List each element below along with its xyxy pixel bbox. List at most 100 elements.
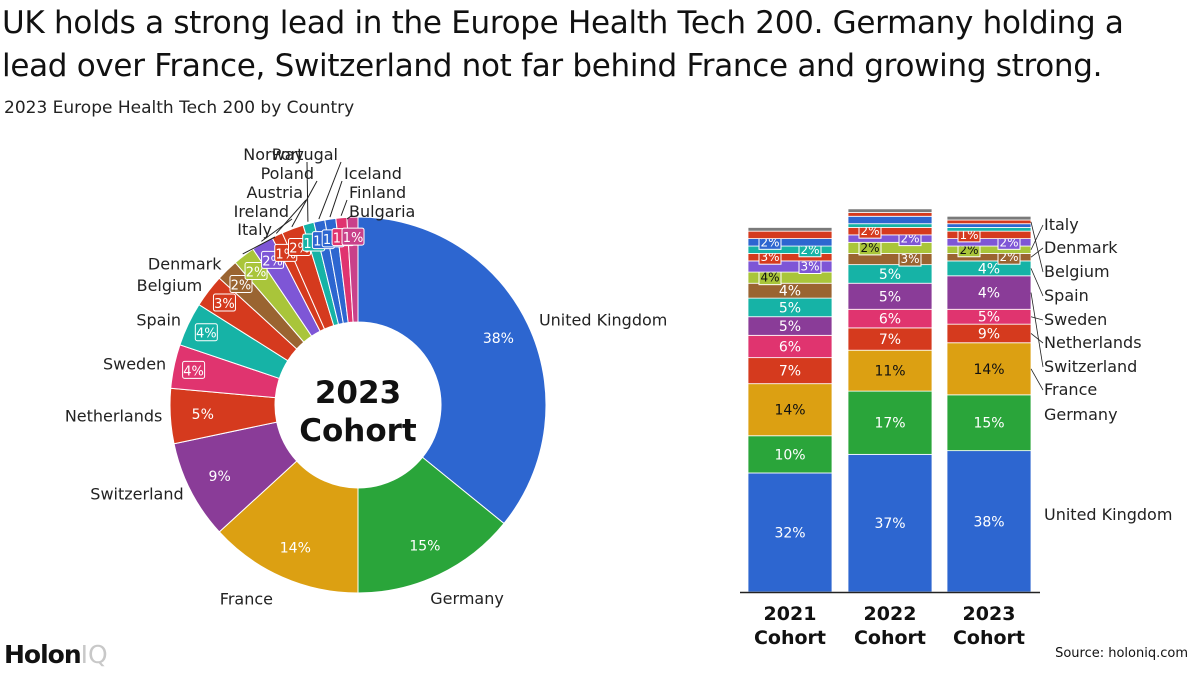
svg-text:2%: 2% xyxy=(860,241,879,255)
pie-category-label-portugal: Portugal xyxy=(272,145,338,164)
bar-value-label-2022-sweden: 6% xyxy=(879,312,901,328)
pie-category-label-switzerland: Switzerland xyxy=(90,484,183,503)
bar-value-label-2021-ireland: 3% xyxy=(798,258,822,274)
pie-category-label-finland: Finland xyxy=(349,183,406,202)
legend-label-switzerland: Switzerland xyxy=(1044,357,1137,376)
pie-category-label-netherlands: Netherlands xyxy=(65,407,163,426)
bar-value-label-2022-italy: 2% xyxy=(858,239,882,256)
donut-center-cohort: Cohort xyxy=(299,413,417,449)
pie-value-label-germany: 15% xyxy=(409,538,440,554)
holoniq-logo: HolonIQ xyxy=(4,640,108,669)
svg-text:4%: 4% xyxy=(196,327,217,342)
bar-value-label-2022-united-kingdom: 37% xyxy=(874,516,905,532)
pie-value-label-sweden: 4% xyxy=(182,360,206,379)
pie-category-label-ireland: Ireland xyxy=(234,202,289,221)
pie-category-label-belgium: Belgium xyxy=(137,276,203,295)
bar-value-label-2022-netherlands: 7% xyxy=(879,332,901,348)
logo-brand: Holon xyxy=(4,640,82,669)
bar-value-label-2023-germany: 15% xyxy=(973,416,1004,432)
bar-value-label-2021-germany: 10% xyxy=(774,447,805,463)
bar-value-label-2021-switzerland: 5% xyxy=(779,319,801,335)
pie-category-label-norway: Norway xyxy=(243,145,304,164)
bar-segment-2021-belgium xyxy=(747,230,833,239)
donut-chart: 38%15%14%9%5%4%4%3%2%2%2%1%2%1%1%1%1%1%U… xyxy=(65,145,668,608)
bar-value-label-2021-spain: 5% xyxy=(779,300,801,316)
pie-category-label-austria: Austria xyxy=(246,183,303,202)
bar-value-label-2022-france: 11% xyxy=(874,364,905,380)
pie-value-label-netherlands: 5% xyxy=(192,407,214,423)
svg-text:2%: 2% xyxy=(231,278,252,293)
bar-value-label-2022-spain: 5% xyxy=(879,267,901,283)
bar-segment-2023-france xyxy=(946,342,1032,396)
bar-value-label-2021-sweden: 6% xyxy=(779,339,801,355)
bar-segment-2022-germany xyxy=(847,390,933,455)
pie-category-label-spain: Spain xyxy=(136,311,181,330)
donut-center-year: 2023 xyxy=(315,375,401,411)
bar-segment-2021-united-kingdom xyxy=(747,472,833,593)
bar-value-label-2021-united-kingdom: 32% xyxy=(774,525,805,541)
pie-category-label-germany: Germany xyxy=(430,589,504,608)
legend-label-france: France xyxy=(1044,380,1097,399)
bar-segment-2021-other xyxy=(747,227,833,232)
pie-value-label-bulgaria: 1% xyxy=(341,227,365,246)
bar-segment-2022-other xyxy=(847,208,933,213)
bar-category-label-2021-year: 2021 xyxy=(764,603,817,625)
legend-label-germany: Germany xyxy=(1044,405,1118,424)
pie-value-label-spain: 4% xyxy=(194,323,218,342)
bar-segment-2021-germany xyxy=(747,435,833,474)
svg-text:1%: 1% xyxy=(343,231,364,246)
bar-value-label-2023-france: 14% xyxy=(973,362,1004,378)
pie-slice-germany xyxy=(357,456,505,594)
svg-text:2%: 2% xyxy=(246,265,267,280)
legend-label-netherlands: Netherlands xyxy=(1044,333,1142,352)
bar-segment-2022-norway xyxy=(847,223,933,228)
pie-category-label-sweden: Sweden xyxy=(103,355,166,374)
bar-segment-2021-netherlands xyxy=(747,357,833,385)
svg-text:3%: 3% xyxy=(214,297,235,312)
bar-value-label-2022-switzerland: 5% xyxy=(879,289,901,305)
legend-label-spain: Spain xyxy=(1044,286,1089,305)
pie-category-label-united-kingdom: United Kingdom xyxy=(539,311,667,330)
pie-category-label-poland: Poland xyxy=(261,164,314,183)
pie-category-label-denmark: Denmark xyxy=(148,254,222,273)
bar-segment-2022-belgium xyxy=(847,212,933,217)
bar-value-label-2023-united-kingdom: 38% xyxy=(973,514,1004,530)
legend-label-united-kingdom: United Kingdom xyxy=(1044,505,1172,524)
bar-segment-2022-france xyxy=(847,349,933,392)
bar-value-label-2023-spain: 4% xyxy=(978,261,1000,277)
pie-value-label-italy: 2% xyxy=(244,261,268,280)
bar-segment-2021-france xyxy=(747,383,833,437)
pie-value-label-belgium: 3% xyxy=(212,293,236,312)
pie-category-label-italy: Italy xyxy=(237,220,272,239)
stacked-bar-chart: 32%10%14%7%6%5%5%4%4%3%3%2%2%2021Cohort3… xyxy=(740,208,1172,649)
bar-segment-2022-portugal xyxy=(847,215,933,225)
bar-segment-2023-belgium xyxy=(946,219,1032,225)
legend-label-denmark: Denmark xyxy=(1044,238,1118,257)
pie-value-label-united-kingdom: 38% xyxy=(483,331,514,347)
bar-segment-2023-portugal xyxy=(946,223,1032,228)
legend-label-italy: Italy xyxy=(1044,215,1079,234)
bar-value-label-2023-switzerland: 4% xyxy=(978,286,1000,302)
bar-category-label-2023-year: 2023 xyxy=(963,603,1016,625)
legend-label-sweden: Sweden xyxy=(1044,310,1107,329)
bar-value-label-2022-germany: 17% xyxy=(874,416,905,432)
bar-category-label-2022-year: 2022 xyxy=(864,603,917,625)
bar-value-label-2021-france: 14% xyxy=(774,403,805,419)
bar-value-label-2021-italy: 4% xyxy=(758,269,782,286)
bar-segment-2023-germany xyxy=(946,394,1032,452)
chart-subtitle: 2023 Europe Health Tech 200 by Country xyxy=(4,98,355,118)
bar-category-label-2021-cohort: Cohort xyxy=(754,627,826,649)
bar-segment-2023-norway xyxy=(946,227,1032,232)
svg-text:4%: 4% xyxy=(760,271,779,285)
bar-category-label-2023-cohort: Cohort xyxy=(953,627,1025,649)
pie-category-label-france: France xyxy=(220,589,273,608)
svg-text:3%: 3% xyxy=(800,260,819,274)
logo-suffix: IQ xyxy=(80,640,108,669)
bar-value-label-2021-denmark: 4% xyxy=(779,284,801,300)
pie-value-label-france: 14% xyxy=(280,540,311,556)
legend-label-belgium: Belgium xyxy=(1044,262,1110,281)
pie-category-label-iceland: Iceland xyxy=(344,164,402,183)
bar-value-label-2023-netherlands: 9% xyxy=(978,326,1000,342)
bar-category-label-2022-cohort: Cohort xyxy=(854,627,926,649)
bar-segment-2023-switzerland xyxy=(946,275,1032,310)
